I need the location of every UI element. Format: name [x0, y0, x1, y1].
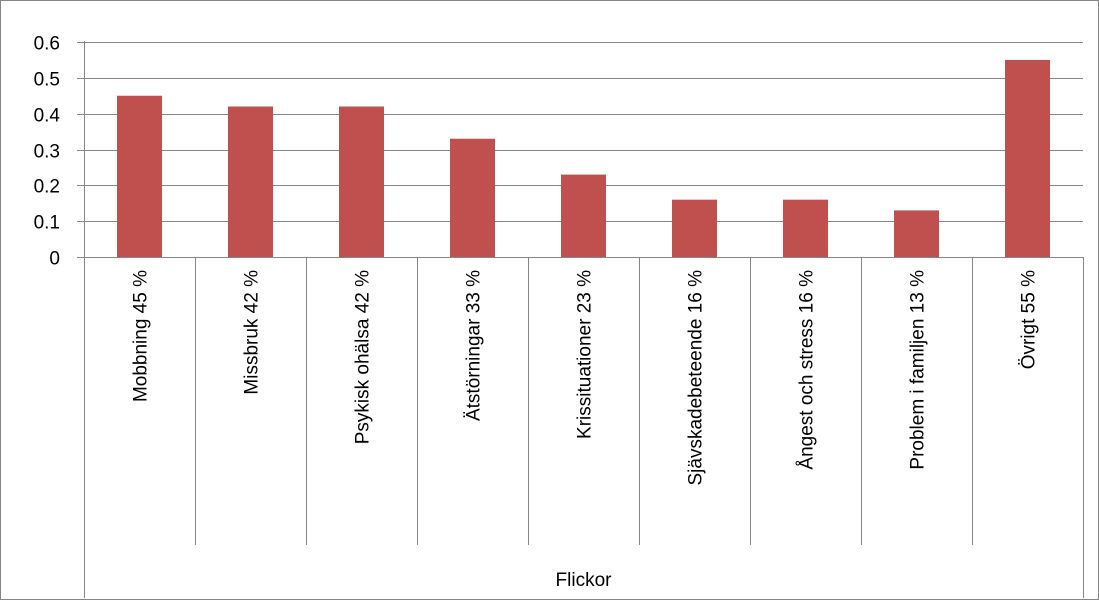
category-label: Missbruk 42 % [242, 270, 263, 395]
category-label: Psykisk ohälsa 42 % [353, 270, 374, 444]
bar [339, 106, 384, 257]
y-tick-label: 0.1 [34, 213, 60, 234]
category-label: Problem i familjen 13 % [908, 270, 929, 470]
y-tick-label: 0.6 [34, 34, 60, 55]
category-label: Krissituationer 23 % [575, 270, 596, 439]
bars [117, 59, 1050, 257]
category-label: Sjävskadebeteende 16 % [686, 270, 707, 486]
labels: 0 0.1 0.2 0.3 0.4 0.5 0.6 Mobbning 45 % Missbruk… [34, 34, 1040, 592]
bar [117, 95, 162, 257]
bar [672, 199, 717, 257]
y-tick-label: 0.3 [34, 142, 60, 163]
axes [77, 41, 1084, 598]
bar [894, 210, 939, 257]
y-tick-label: 0 [49, 249, 60, 270]
bar [450, 138, 495, 257]
category-label: Ätstörningar 33 % [464, 270, 485, 421]
category-label: Övrigt 55 % [1019, 270, 1040, 369]
y-tick-label: 0.4 [34, 106, 61, 127]
category-label: Mobbning 45 % [131, 270, 152, 402]
bar [783, 199, 828, 257]
bar [228, 106, 273, 257]
category-label: Ångest och stress 16 % [797, 270, 818, 470]
bar [1005, 59, 1050, 257]
group-label: Flickor [556, 570, 613, 591]
y-tick-label: 0.5 [34, 70, 60, 91]
bar [561, 174, 606, 257]
y-tick-label: 0.2 [34, 177, 60, 198]
